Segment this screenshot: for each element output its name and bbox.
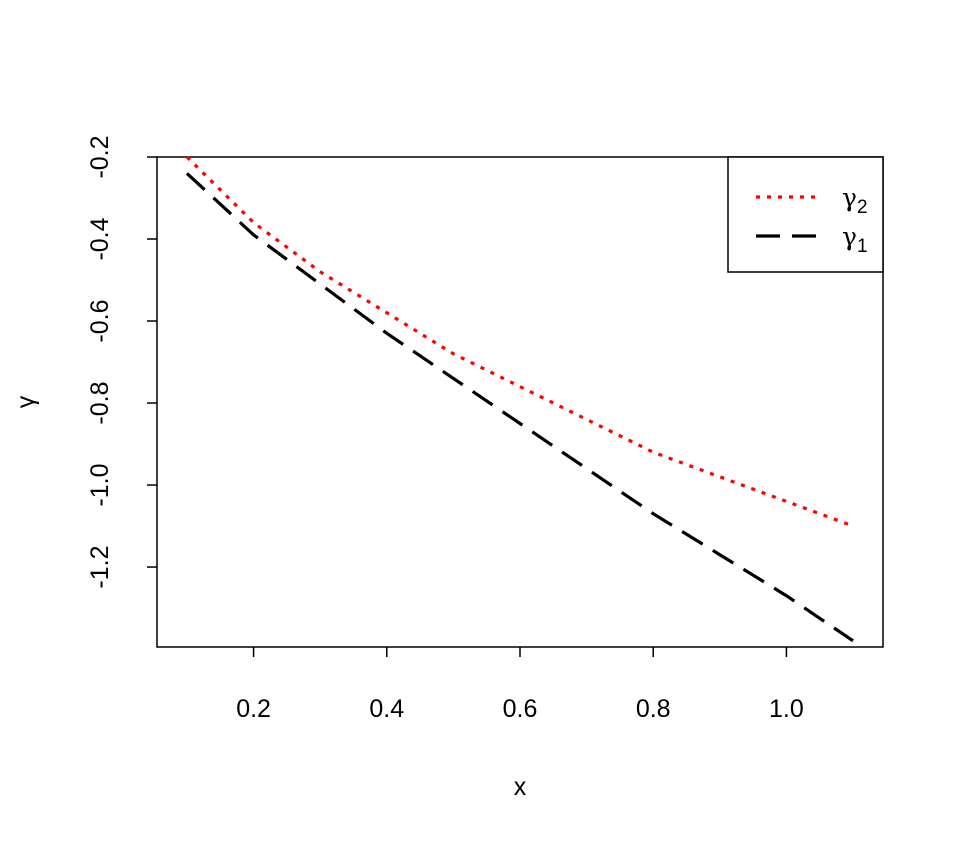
x-axis-title: x [514,773,527,801]
y-axis-title: γ [12,395,40,408]
x-tick-label: 0.8 [636,695,671,723]
x-axis: 0.2 0.4 0.6 0.8 1.0 [236,647,804,723]
x-tick-label: 0.6 [503,695,538,723]
legend-box [727,156,884,273]
y-tick-label: -1.2 [86,545,114,588]
x-tick-label: 0.4 [369,695,404,723]
series-layer [185,155,854,643]
legend-label: γ2 [842,183,868,218]
series-line-γ2 [185,155,854,528]
series-line-γ1 [185,172,854,643]
y-axis: -0.2 -0.4 -0.6 -0.8 -1.0 -1.2 [86,135,157,589]
y-tick-label: -0.6 [86,299,114,342]
legend-label: γ1 [842,222,868,257]
y-tick-label: -0.4 [86,217,114,260]
x-tick-label: 0.2 [236,695,271,723]
y-tick-label: -1.0 [86,463,114,506]
y-tick-label: -0.2 [86,135,114,178]
y-tick-label: -0.8 [86,381,114,424]
x-tick-label: 1.0 [769,695,804,723]
